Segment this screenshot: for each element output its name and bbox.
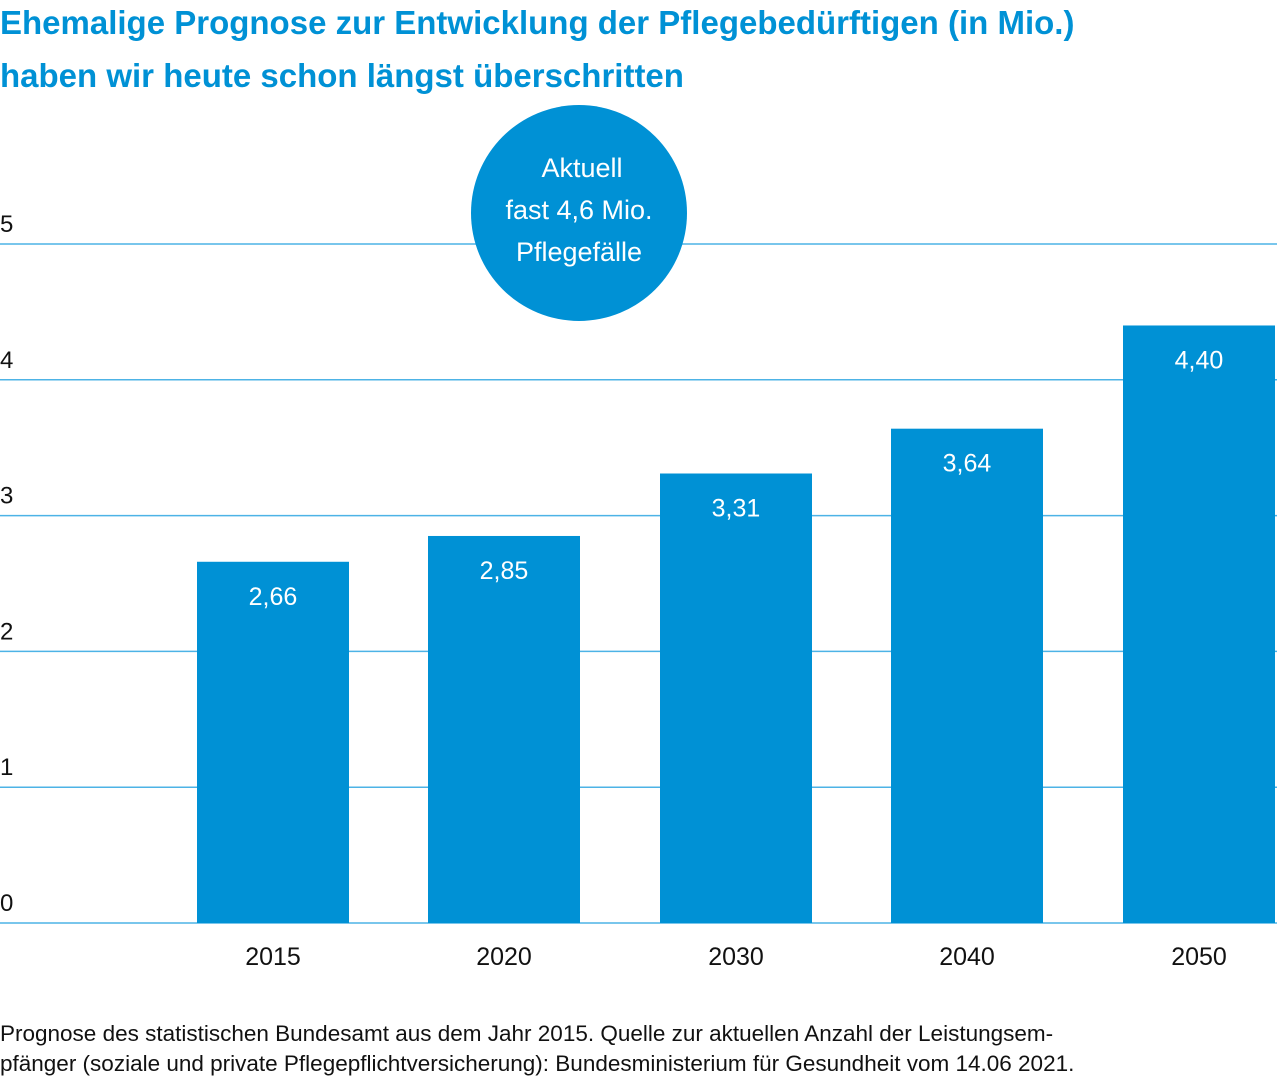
bar-chart: 0 1 2 3 4 5 2,66 2015 2,85 2020 3,31 2030 3,64 2040 4… [0,105,1277,971]
x-tick-label: 2050 [1171,943,1227,971]
y-tick-label: 3 [0,483,13,510]
annotation-circle [471,105,687,321]
bar-2030 [660,473,812,923]
annotation-line-3: Pflegefälle [516,237,642,267]
x-tick-label: 2020 [476,943,532,971]
footnote-line-1: Prognose des statistischen Bundesamt aus… [0,1021,1054,1046]
y-tick-label: 4 [0,347,13,374]
data-label: 2,85 [480,557,529,585]
annotation-line-2: fast 4,6 Mio. [505,195,652,225]
x-tick-label: 2030 [708,943,764,971]
bar-2050 [1123,325,1275,924]
y-tick-label: 1 [0,754,13,781]
x-tick-label: 2040 [939,943,995,971]
title-line-2: haben wir heute schon längst überschritt… [0,57,684,94]
chart-title: Ehemalige Prognose zur Entwicklung der P… [0,0,1074,102]
annotation-line-1: Aktuell [541,153,622,183]
footnote: Prognose des statistischen Bundesamt aus… [0,1019,1074,1079]
annotation-bubble: Aktuell fast 4,6 Mio. Pflegefälle [471,105,687,321]
y-tick-label: 0 [0,890,13,917]
bar-2020 [428,535,580,923]
x-tick-label: 2015 [245,943,301,971]
data-label: 4,40 [1175,346,1224,374]
data-label: 3,64 [943,450,992,478]
y-tick-label: 5 [0,211,13,238]
data-label: 3,31 [712,495,761,523]
y-tick-label: 2 [0,618,13,645]
title-line-1: Ehemalige Prognose zur Entwicklung der P… [0,4,1075,41]
footnote-line-2: pfänger (soziale und private Pflegepflic… [0,1051,1075,1076]
bar-2015 [197,561,349,923]
bar-2040 [891,428,1043,923]
data-label: 2,66 [249,583,298,611]
